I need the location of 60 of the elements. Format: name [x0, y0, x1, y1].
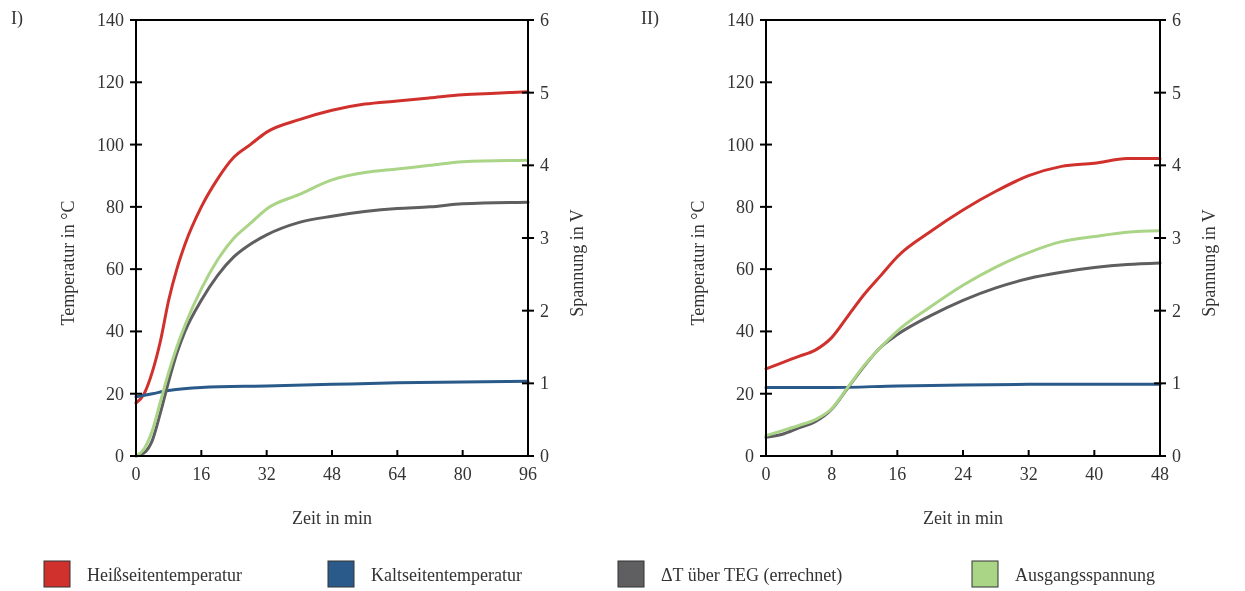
y-tick-label: 80: [106, 196, 124, 217]
y2-tick-label: 0: [540, 446, 549, 466]
legend-label: Heißseitentemperatur: [87, 565, 242, 585]
y-tick-label: 120: [97, 72, 124, 93]
y2-tick-label: 6: [1172, 10, 1181, 30]
line-series: [764, 229, 1162, 438]
x-tick-label: 16: [888, 464, 907, 484]
y-tick-label: 140: [727, 10, 754, 30]
y2-axis-title: Spannung in V: [1199, 209, 1219, 317]
y2-tick-label: 2: [540, 300, 549, 321]
y2-tick-label: 2: [1172, 300, 1181, 321]
y-axis-title: Temperatur in °C: [58, 200, 78, 326]
line-series: [134, 90, 530, 405]
y-tick-label: 100: [97, 134, 124, 155]
y2-tick-label: 0: [1172, 446, 1181, 466]
line-series: [134, 379, 530, 399]
y-tick-label: 20: [736, 383, 754, 404]
x-tick-label: 64: [388, 464, 407, 484]
x-tick-label: 32: [1019, 464, 1038, 484]
y-tick-label: 0: [115, 446, 124, 466]
x-tick-label: 96: [519, 464, 537, 484]
y2-tick-label: 6: [540, 10, 549, 30]
y-tick-label: 20: [106, 383, 124, 404]
x-tick-label: 24: [954, 464, 972, 484]
y2-tick-label: 4: [1172, 155, 1181, 176]
y2-tick-label: 3: [540, 228, 549, 248]
y2-axis-title: Spannung in V: [567, 209, 587, 317]
x-axis-title: Zeit in min: [923, 508, 1003, 528]
y2-tick-label: 5: [540, 82, 549, 103]
legend-label: ΔT über TEG (errechnet): [661, 565, 843, 586]
y-tick-label: 60: [106, 259, 124, 280]
y2-tick-label: 3: [1172, 228, 1181, 248]
y2-tick-label: 1: [1172, 373, 1181, 394]
x-tick-label: 48: [323, 464, 341, 484]
legend-label: Ausgangsspannung: [1015, 565, 1155, 585]
y-tick-label: 120: [727, 72, 754, 93]
legend-label: Kaltseitentemperatur: [371, 565, 522, 585]
x-axis-title: Zeit in min: [292, 508, 372, 528]
x-tick-label: 0: [131, 464, 141, 484]
chart-title: II): [641, 8, 659, 29]
y-tick-label: 40: [736, 321, 754, 342]
y-axis-title: Temperatur in °C: [688, 200, 708, 326]
line-series: [764, 157, 1162, 371]
y-tick-label: 60: [736, 259, 754, 280]
y2-tick-label: 4: [540, 155, 549, 176]
x-tick-label: 80: [453, 464, 472, 484]
y2-tick-label: 1: [540, 373, 549, 394]
x-tick-label: 0: [761, 464, 771, 484]
x-tick-label: 16: [192, 464, 211, 484]
y-tick-label: 100: [727, 134, 754, 155]
y-tick-label: 40: [106, 321, 124, 342]
y-tick-label: 140: [97, 10, 124, 30]
x-tick-label: 48: [1151, 464, 1169, 484]
x-tick-label: 32: [257, 464, 276, 484]
y-tick-label: 0: [745, 446, 754, 466]
y-tick-label: 80: [736, 196, 754, 217]
chart-title: I): [11, 8, 23, 29]
y2-tick-label: 5: [1172, 82, 1181, 103]
x-tick-label: 8: [827, 464, 837, 484]
x-tick-label: 40: [1085, 464, 1104, 484]
